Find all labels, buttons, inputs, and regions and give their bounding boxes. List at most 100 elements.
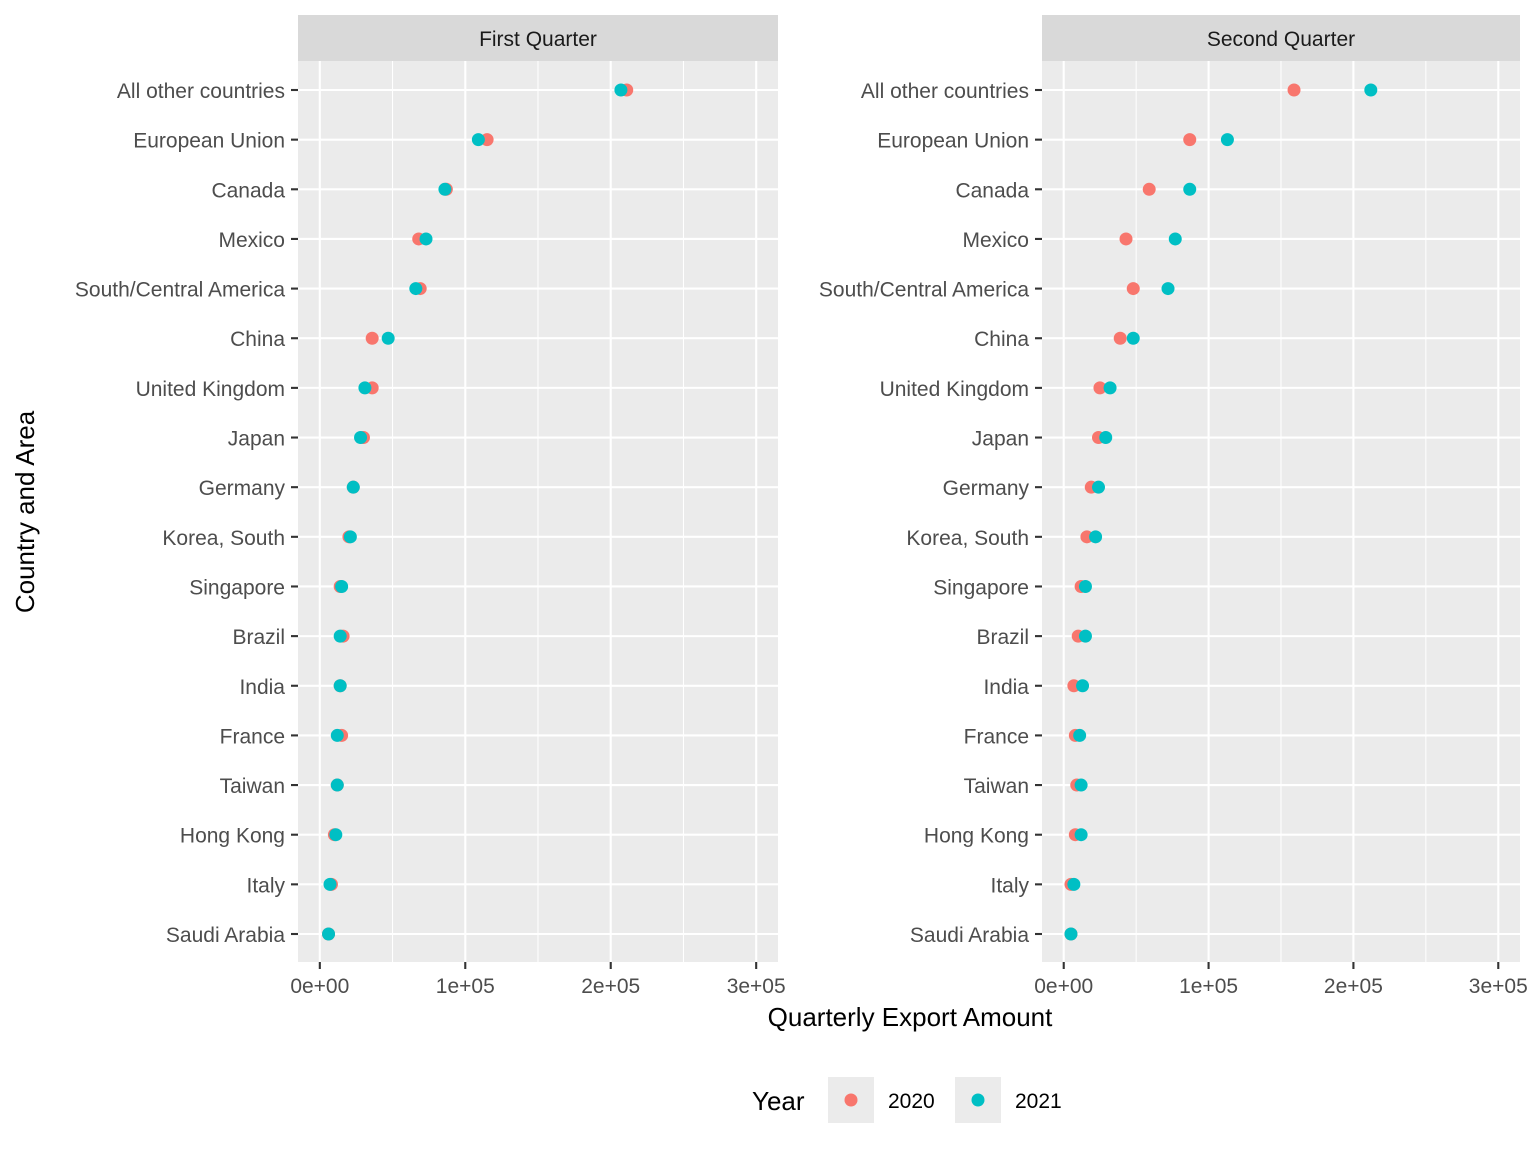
panel-second-quarter: 0e+00 1e+05 2e+05 3e+05 All other countries E… bbox=[819, 15, 1528, 998]
y-tick-label-india: India bbox=[983, 676, 1029, 699]
point-2021-japan bbox=[1099, 431, 1113, 445]
y-tick-label-taiwan: Taiwan bbox=[964, 775, 1029, 798]
point-2021-all-other-countries bbox=[1364, 83, 1378, 97]
point-2021-brazil bbox=[1078, 629, 1092, 643]
point-2021-korea-south bbox=[1089, 530, 1103, 544]
x-tick-label: 0e+00 bbox=[290, 975, 349, 998]
y-tick-label-singapore: Singapore bbox=[933, 576, 1029, 599]
point-2020-mexico bbox=[1119, 232, 1133, 246]
y-tick-label-france: France bbox=[964, 725, 1029, 748]
x-axis-title: Quarterly Export Amount bbox=[768, 1002, 1053, 1032]
y-tick-label-japan: Japan bbox=[972, 428, 1029, 451]
point-2020-china bbox=[1113, 331, 1127, 345]
x-tick-label: 1e+05 bbox=[436, 975, 495, 998]
point-2021-saudi-arabia bbox=[1064, 927, 1078, 941]
legend: Year 2020 2021 bbox=[752, 1077, 1062, 1123]
point-2021-mexico bbox=[1168, 232, 1182, 246]
point-2020-united-kingdom bbox=[1093, 381, 1107, 395]
point-2021-france bbox=[330, 728, 344, 742]
point-2021-european-union bbox=[1220, 133, 1234, 147]
point-2021-india bbox=[1076, 679, 1090, 693]
point-2021-japan bbox=[354, 431, 368, 445]
y-tick-label-brazil: Brazil bbox=[976, 626, 1029, 649]
y-tick-label-hong-kong: Hong Kong bbox=[180, 825, 285, 848]
y-tick-label-united-kingdom: United Kingdom bbox=[880, 378, 1029, 401]
y-tick-label-canada: Canada bbox=[211, 179, 285, 202]
y-tick-label-italy: Italy bbox=[246, 874, 285, 897]
point-2021-hong-kong bbox=[329, 828, 343, 842]
y-tick-label-mexico: Mexico bbox=[218, 229, 285, 252]
point-2020-all-other-countries bbox=[1287, 83, 1301, 97]
y-tick-label-european-union: European Union bbox=[133, 130, 285, 153]
y-tick-label-italy: Italy bbox=[990, 874, 1029, 897]
y-tick-label-korea-south: Korea, South bbox=[906, 527, 1029, 550]
point-2021-singapore bbox=[1078, 579, 1092, 593]
point-2021-india bbox=[333, 679, 347, 693]
point-2021-italy bbox=[323, 877, 337, 891]
point-2021-france bbox=[1073, 728, 1087, 742]
point-2020-canada bbox=[1142, 182, 1156, 196]
y-tick-label-taiwan: Taiwan bbox=[220, 775, 285, 798]
point-2021-european-union bbox=[471, 133, 485, 147]
panel-first-quarter: 0e+00 1e+05 2e+05 3e+05 All other countries E… bbox=[75, 15, 786, 998]
point-2020-south-central-america bbox=[1126, 282, 1140, 296]
point-2021-united-kingdom bbox=[358, 381, 372, 395]
point-2020-china bbox=[365, 331, 379, 345]
y-tick-label-singapore: Singapore bbox=[189, 576, 285, 599]
legend-label-2020: 2020 bbox=[888, 1090, 935, 1113]
point-2021-germany bbox=[346, 480, 360, 494]
x-tick-label: 3e+05 bbox=[727, 975, 786, 998]
y-tick-label-china: China bbox=[230, 328, 285, 351]
y-tick-label-hong-kong: Hong Kong bbox=[924, 825, 1029, 848]
point-2021-china bbox=[1126, 331, 1140, 345]
y-tick-label-all-other-countries: All other countries bbox=[117, 80, 285, 103]
y-tick-label-south-central-america: South/Central America bbox=[75, 279, 285, 302]
y-tick-label-canada: Canada bbox=[955, 179, 1029, 202]
legend-key-2021 bbox=[971, 1093, 985, 1107]
legend-title: Year bbox=[752, 1086, 805, 1116]
y-tick-label-saudi-arabia: Saudi Arabia bbox=[166, 924, 285, 947]
y-tick-label-mexico: Mexico bbox=[962, 229, 1029, 252]
facet-strip bbox=[1042, 15, 1520, 61]
y-tick-label-european-union: European Union bbox=[877, 130, 1029, 153]
point-2021-mexico bbox=[419, 232, 433, 246]
point-2021-united-kingdom bbox=[1103, 381, 1117, 395]
y-tick-label-france: France bbox=[220, 725, 285, 748]
y-tick-label-south-central-america: South/Central America bbox=[819, 279, 1029, 302]
y-tick-label-all-other-countries: All other countries bbox=[861, 80, 1029, 103]
legend-key-2020 bbox=[844, 1093, 858, 1107]
point-2021-italy bbox=[1067, 877, 1081, 891]
y-tick-label-korea-south: Korea, South bbox=[162, 527, 285, 550]
point-2021-canada bbox=[1183, 182, 1197, 196]
point-2021-south-central-america bbox=[409, 282, 423, 296]
y-tick-label-united-kingdom: United Kingdom bbox=[136, 378, 285, 401]
y-axis-title: Country and Area bbox=[10, 410, 40, 613]
point-2021-south-central-america bbox=[1161, 282, 1175, 296]
x-tick-label: 2e+05 bbox=[1324, 975, 1383, 998]
point-2021-saudi-arabia bbox=[322, 927, 336, 941]
point-2020-european-union bbox=[1183, 133, 1197, 147]
point-2021-taiwan bbox=[1074, 778, 1088, 792]
point-2021-china bbox=[381, 331, 395, 345]
x-tick-label: 3e+05 bbox=[1469, 975, 1528, 998]
y-tick-label-germany: Germany bbox=[943, 477, 1030, 500]
y-tick-label-china: China bbox=[974, 328, 1029, 351]
legend-label-2021: 2021 bbox=[1015, 1090, 1062, 1113]
y-tick-label-saudi-arabia: Saudi Arabia bbox=[910, 924, 1029, 947]
point-2021-hong-kong bbox=[1074, 828, 1088, 842]
point-2021-brazil bbox=[333, 629, 347, 643]
x-tick-label: 1e+05 bbox=[1179, 975, 1238, 998]
point-2021-all-other-countries bbox=[614, 83, 628, 97]
y-tick-label-japan: Japan bbox=[228, 428, 285, 451]
point-2021-canada bbox=[438, 182, 452, 196]
y-tick-label-india: India bbox=[239, 676, 285, 699]
facet-title: Second Quarter bbox=[1207, 28, 1355, 51]
point-2021-germany bbox=[1091, 480, 1105, 494]
y-tick-label-germany: Germany bbox=[199, 477, 286, 500]
facet-title: First Quarter bbox=[479, 28, 597, 51]
x-tick-label: 2e+05 bbox=[581, 975, 640, 998]
facet-strip bbox=[298, 15, 778, 61]
panels-layer: 0e+00 1e+05 2e+05 3e+05 All other countries E… bbox=[75, 15, 1528, 998]
